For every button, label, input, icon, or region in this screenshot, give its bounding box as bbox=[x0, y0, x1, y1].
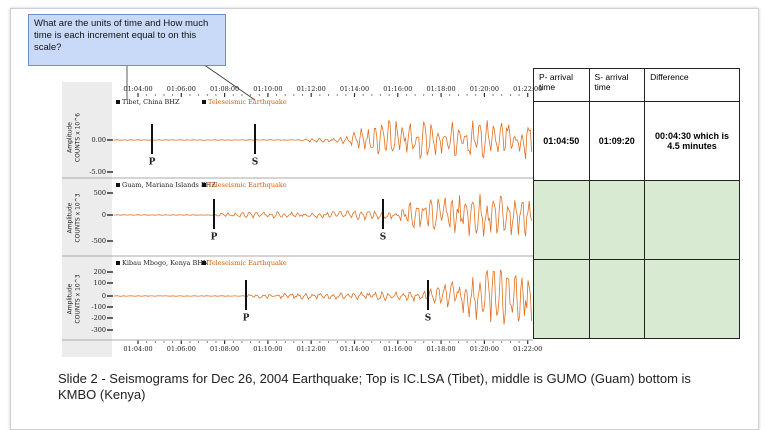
station-label: Kibau Mbogo, Kenya BHN bbox=[122, 259, 209, 267]
cell bbox=[533, 259, 590, 339]
cell: 01:04:50 bbox=[533, 101, 590, 181]
axis-label: COUNTS x 10^6 bbox=[75, 113, 82, 162]
time-label: 01:20:00 bbox=[470, 345, 499, 353]
waveform bbox=[113, 193, 532, 237]
station-marker bbox=[116, 261, 120, 265]
time-label: 01:10:00 bbox=[253, 85, 282, 93]
event-label: Teleseismic Earthquake bbox=[208, 98, 287, 106]
station-label: Tibet, China BHZ bbox=[122, 98, 180, 106]
amplitude-tick-label: -100 bbox=[91, 303, 106, 311]
caption: Slide 2 - Seismograms for Dec 26, 2004 E… bbox=[58, 371, 691, 402]
amplitude-tick-label: -5.00 bbox=[89, 168, 106, 176]
axis-label: COUNTS x 10^3 bbox=[75, 193, 82, 242]
phase-label: S bbox=[252, 158, 259, 168]
cell: 01:09:20 bbox=[588, 101, 646, 181]
time-label: 01:18:00 bbox=[426, 85, 455, 93]
time-label: 01:22:00 bbox=[513, 345, 542, 353]
axis-label: COUNTS x 10^3 bbox=[75, 274, 82, 323]
cell: 00:04:30 which is 4.5 minutes bbox=[644, 101, 740, 181]
amplitude-tick-label: -300 bbox=[91, 326, 106, 334]
axis-label: Amplitude bbox=[67, 283, 74, 314]
amplitude-tick-label: 0 bbox=[102, 211, 106, 219]
axis-label: Amplitude bbox=[67, 202, 74, 233]
event-label: Teleseismic Earthquake bbox=[208, 181, 287, 189]
axis-strip bbox=[62, 82, 112, 357]
arrival-table: P- arrival time S- arrival time Differen… bbox=[533, 68, 740, 339]
phase-label: P bbox=[149, 158, 156, 168]
header-cell: S- arrival time bbox=[588, 68, 646, 102]
station-label: Guam, Mariana Islands BHZ bbox=[122, 181, 216, 189]
callout: What are the units of time and How much … bbox=[28, 14, 226, 66]
time-label: 01:06:00 bbox=[167, 345, 196, 353]
phase-label: S bbox=[425, 314, 432, 324]
seismogram-frame bbox=[62, 82, 533, 357]
waveform bbox=[113, 269, 532, 325]
time-label: 01:08:00 bbox=[210, 85, 239, 93]
event-marker bbox=[202, 100, 206, 104]
time-label: 01:12:00 bbox=[297, 85, 326, 93]
time-label: 01:06:00 bbox=[167, 85, 196, 93]
cell bbox=[533, 180, 590, 260]
time-label: 01:18:00 bbox=[426, 345, 455, 353]
time-label: 01:14:00 bbox=[340, 345, 369, 353]
time-label: 01:22:00 bbox=[513, 85, 542, 93]
time-label: 01:04:00 bbox=[123, 85, 152, 93]
time-label: 01:14:00 bbox=[340, 85, 369, 93]
time-label: 01:10:00 bbox=[253, 345, 282, 353]
row bbox=[533, 180, 740, 260]
cell bbox=[588, 259, 646, 339]
station-marker bbox=[116, 183, 120, 187]
cell bbox=[588, 180, 646, 260]
amplitude-tick-label: 0 bbox=[102, 292, 106, 300]
amplitude-tick-label: 500 bbox=[94, 189, 106, 197]
cell bbox=[644, 180, 740, 260]
time-label: 01:12:00 bbox=[297, 345, 326, 353]
amplitude-tick-label: -200 bbox=[91, 314, 106, 322]
header-row: P- arrival time S- arrival time Differen… bbox=[533, 68, 740, 102]
callout-pointer bbox=[199, 61, 256, 101]
time-label: 01:16:00 bbox=[383, 345, 412, 353]
amplitude-tick-label: 200 bbox=[94, 268, 106, 276]
cell bbox=[644, 259, 740, 339]
amplitude-tick-label: 100 bbox=[94, 279, 106, 287]
header-cell: Difference bbox=[644, 68, 740, 102]
time-label: 01:16:00 bbox=[383, 85, 412, 93]
amplitude-tick-label: -500 bbox=[91, 237, 106, 245]
axis-label: Amplitude bbox=[67, 122, 74, 153]
event-marker bbox=[202, 261, 206, 265]
event-marker bbox=[202, 183, 206, 187]
station-marker bbox=[116, 100, 120, 104]
time-label: 01:04:00 bbox=[123, 345, 152, 353]
seismograms: 01:04:00 01:04:00 01:06:00 01:06:00 01:08:00… bbox=[62, 61, 542, 357]
phase-label: P bbox=[243, 314, 250, 324]
amplitude-tick-label: 0.00 bbox=[92, 136, 106, 144]
row bbox=[533, 259, 740, 339]
row: 01:04:50 01:09:20 00:04:30 which is 4.5 … bbox=[533, 101, 740, 181]
time-label: 01:08:00 bbox=[210, 345, 239, 353]
phase-label: S bbox=[380, 233, 387, 243]
phase-label: P bbox=[211, 233, 218, 243]
event-label: Teleseismic Earthquake bbox=[208, 259, 287, 267]
header-cell: P- arrival time bbox=[533, 68, 590, 102]
page: 01:04:00 01:04:00 01:06:00 01:06:00 01:08:00… bbox=[10, 8, 759, 430]
waveform bbox=[113, 120, 532, 160]
time-label: 01:20:00 bbox=[470, 85, 499, 93]
